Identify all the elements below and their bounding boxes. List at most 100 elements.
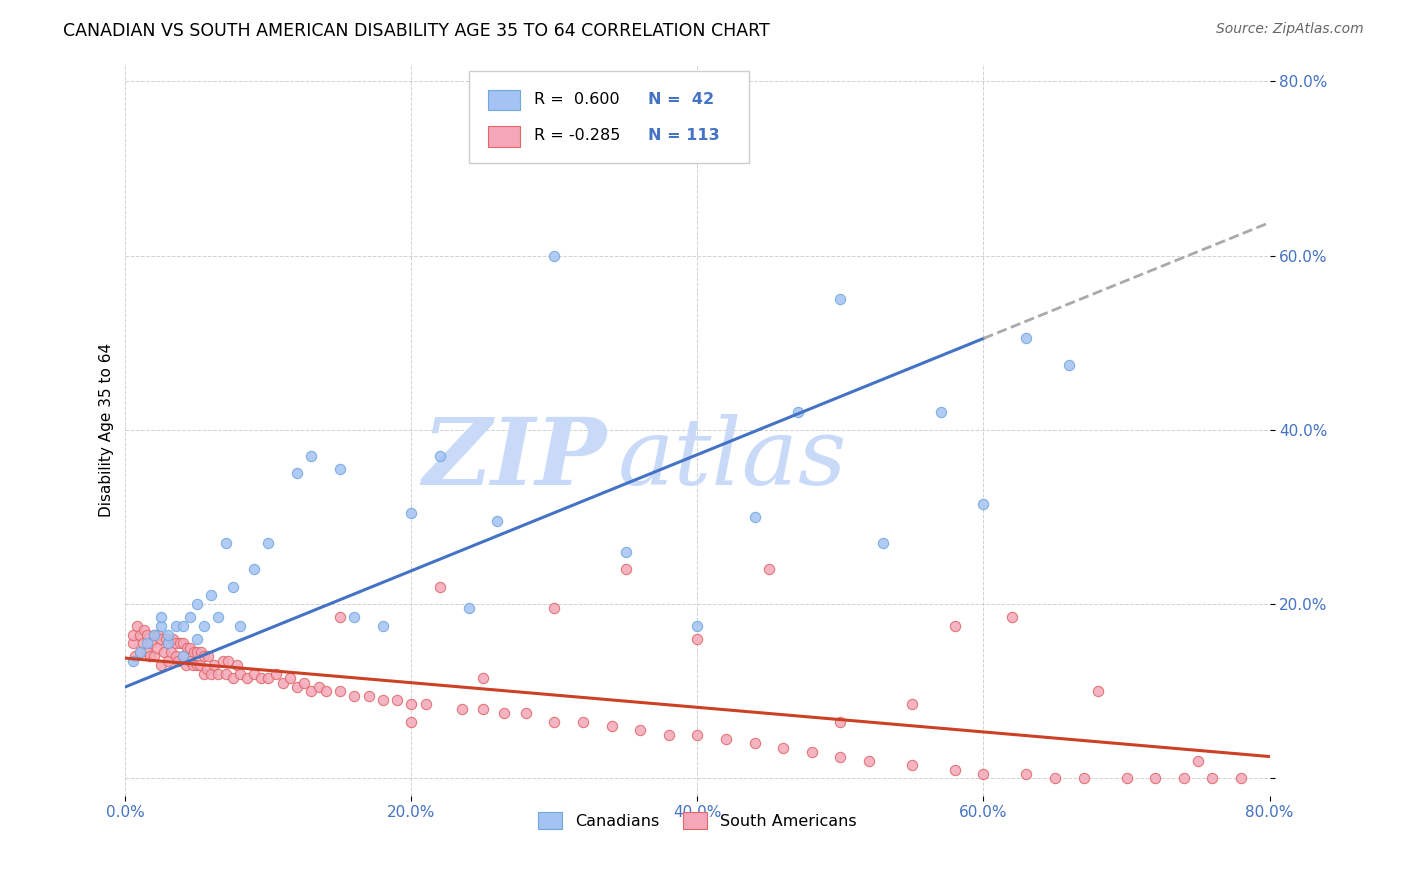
Point [197, 649, 219, 664]
Point [614, 545, 637, 559]
Point [758, 562, 780, 576]
Point [973, 767, 995, 781]
Point [229, 666, 252, 681]
Point [543, 249, 565, 263]
Point [1043, 772, 1066, 786]
Y-axis label: Disability Age 35 to 64: Disability Age 35 to 64 [100, 343, 114, 517]
Point [371, 619, 394, 633]
Point [429, 449, 451, 463]
Point [139, 649, 162, 664]
Point [150, 658, 173, 673]
Point [299, 684, 322, 698]
Point [217, 654, 239, 668]
Point [264, 666, 287, 681]
Point [1230, 772, 1253, 786]
Point [257, 536, 280, 550]
Text: R = -0.285: R = -0.285 [534, 128, 620, 143]
Point [157, 636, 180, 650]
Text: R =  0.600: R = 0.600 [534, 93, 620, 107]
Point [222, 580, 245, 594]
Point [214, 666, 236, 681]
Point [135, 627, 157, 641]
Point [125, 619, 148, 633]
Point [172, 636, 194, 650]
Point [278, 671, 301, 685]
Point [1115, 772, 1137, 786]
Point [200, 666, 222, 681]
Point [401, 714, 423, 729]
Point [285, 467, 308, 481]
Point [401, 506, 423, 520]
Text: N =  42: N = 42 [648, 93, 714, 107]
Point [128, 627, 150, 641]
Point [141, 636, 163, 650]
Point [299, 449, 322, 463]
Point [207, 610, 229, 624]
Point [181, 658, 204, 673]
Point [200, 588, 222, 602]
Point [600, 719, 623, 733]
Point [186, 658, 208, 673]
Legend: Canadians, South Americans: Canadians, South Americans [531, 806, 863, 835]
Point [229, 619, 252, 633]
Point [186, 632, 208, 646]
Point [858, 754, 880, 768]
Point [183, 645, 205, 659]
Point [131, 636, 153, 650]
Point [472, 701, 495, 715]
Point [155, 632, 177, 646]
Point [157, 654, 180, 668]
Point [157, 636, 180, 650]
Point [211, 654, 233, 668]
Point [1201, 772, 1223, 786]
Point [285, 680, 308, 694]
Point [193, 619, 215, 633]
Point [800, 745, 823, 759]
Point [135, 645, 157, 659]
Point [179, 610, 201, 624]
Point [830, 749, 852, 764]
Point [658, 728, 681, 742]
Point [124, 649, 146, 664]
Point [1073, 772, 1095, 786]
Text: atlas: atlas [617, 414, 846, 504]
Point [1015, 331, 1038, 345]
Point [329, 684, 352, 698]
Point [143, 649, 166, 664]
Point [250, 671, 273, 685]
Point [1015, 767, 1038, 781]
Point [943, 619, 966, 633]
Point [315, 684, 337, 698]
Point [169, 636, 191, 650]
Point [1059, 358, 1081, 372]
Point [193, 666, 215, 681]
Point [472, 671, 495, 685]
Text: N = 113: N = 113 [648, 128, 720, 143]
Point [943, 763, 966, 777]
Point [343, 689, 366, 703]
Point [1087, 684, 1109, 698]
Point [121, 627, 143, 641]
Point [744, 736, 766, 750]
Point [222, 671, 245, 685]
Text: ZIP: ZIP [422, 414, 606, 504]
Point [686, 632, 709, 646]
Point [193, 649, 215, 664]
Point [929, 405, 952, 419]
Point [121, 636, 143, 650]
Point [329, 462, 352, 476]
Point [165, 619, 187, 633]
Point [236, 671, 259, 685]
Point [128, 645, 150, 659]
Point [686, 619, 709, 633]
Point [872, 536, 894, 550]
Point [186, 597, 208, 611]
Point [128, 645, 150, 659]
Text: CANADIAN VS SOUTH AMERICAN DISABILITY AGE 35 TO 64 CORRELATION CHART: CANADIAN VS SOUTH AMERICAN DISABILITY AG… [63, 22, 770, 40]
Point [901, 698, 924, 712]
Point [271, 675, 294, 690]
Point [744, 510, 766, 524]
Point [176, 640, 198, 655]
Point [457, 601, 479, 615]
Point [195, 662, 218, 676]
